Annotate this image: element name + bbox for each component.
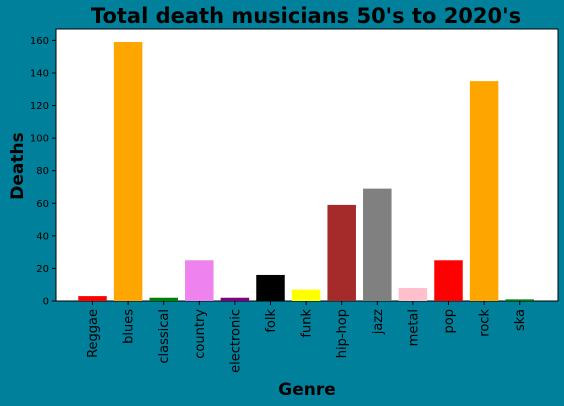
x-tick-label-country: country xyxy=(193,309,208,359)
y-tick-label: 60 xyxy=(36,199,49,210)
x-tick-label-funk: funk xyxy=(300,309,315,338)
x-axis: Reggae blues classical country electronic fol… xyxy=(86,301,528,373)
x-tick-label-jazz: jazz xyxy=(371,309,386,335)
x-tick-label-metal: metal xyxy=(406,309,421,346)
y-tick-label: 80 xyxy=(36,166,49,177)
bar-folk xyxy=(256,274,285,301)
x-tick-label-hip-hop: hip-hop xyxy=(335,309,350,358)
y-tick-label: 120 xyxy=(30,101,49,112)
x-axis-label: Genre xyxy=(278,380,336,400)
bar-pop xyxy=(434,260,463,301)
x-tick-label-reggae: Reggae xyxy=(86,309,101,358)
bars-group xyxy=(78,42,534,302)
bar-metal xyxy=(398,287,428,301)
y-tick-label: 40 xyxy=(36,231,49,242)
y-tick-label: 160 xyxy=(30,36,49,47)
chart-title: Total death musicians 50's to 2020's xyxy=(91,4,521,28)
bar-hip-hop xyxy=(327,204,356,301)
x-tick-label-folk: folk xyxy=(264,309,279,333)
x-tick-label-rock: rock xyxy=(478,309,493,337)
y-tick-label: 0 xyxy=(43,297,49,308)
bar-classical xyxy=(149,297,178,301)
y-tick-label: 140 xyxy=(30,68,49,79)
y-tick-label: 100 xyxy=(30,134,49,145)
x-tick-label-blues: blues xyxy=(122,309,137,344)
bar-electronic xyxy=(220,297,250,301)
y-tick-label: 20 xyxy=(36,264,49,275)
x-tick-label-ska: ska xyxy=(513,309,528,331)
y-axis-label: Deaths xyxy=(8,132,28,199)
bar-ska xyxy=(505,299,534,301)
bar-funk xyxy=(291,289,321,301)
y-axis: 0 20 40 60 80 100 120 140 160 xyxy=(30,36,56,308)
bar-reggae xyxy=(78,296,107,301)
bar-jazz xyxy=(363,188,392,301)
x-tick-label-classical: classical xyxy=(157,309,172,364)
x-tick-label-electronic: electronic xyxy=(228,309,243,373)
bar-rock xyxy=(469,81,499,302)
bar-blues xyxy=(113,42,143,301)
x-tick-label-pop: pop xyxy=(442,309,457,333)
bar-country xyxy=(185,260,214,301)
